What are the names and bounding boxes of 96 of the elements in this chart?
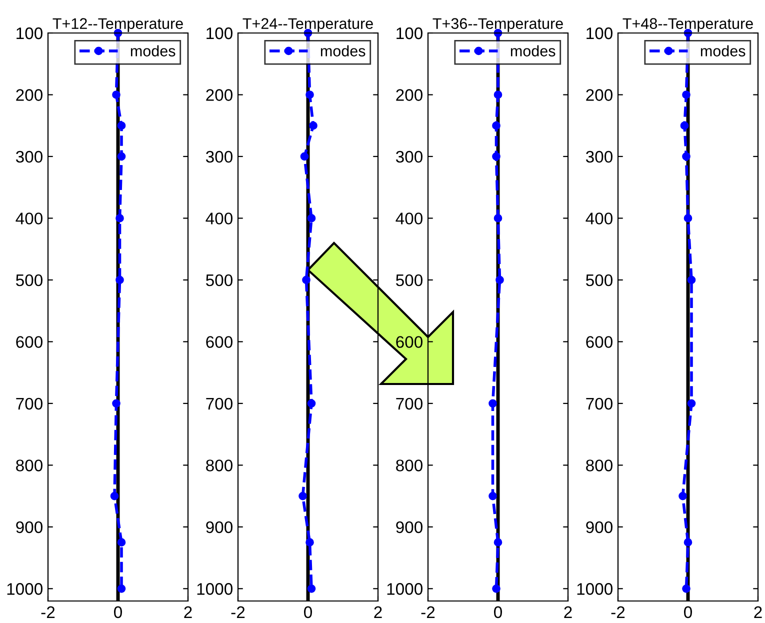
point	[298, 492, 307, 500]
legend-label: modes	[320, 45, 366, 56]
point	[117, 121, 126, 130]
point	[680, 121, 689, 130]
y-tick-label: 1000	[197, 583, 232, 595]
point	[488, 399, 497, 408]
point	[300, 152, 309, 161]
x-tick-label: -2	[41, 606, 55, 618]
y-tick-label: 100	[396, 27, 422, 40]
point	[496, 276, 504, 284]
x-tick-label: -2	[231, 606, 245, 618]
point	[684, 214, 692, 222]
y-tick-label: 1000	[577, 583, 612, 595]
y-tick-label: 700	[586, 398, 612, 410]
y-tick-label: 100	[206, 27, 232, 40]
y-tick-label: 400	[206, 212, 232, 224]
y-tick-label: 900	[16, 521, 42, 534]
y-tick-label: 200	[586, 89, 612, 101]
point	[307, 399, 316, 408]
legend-label: modes	[510, 45, 556, 56]
chart-title: T+12--Temperature	[52, 18, 183, 32]
point	[116, 214, 124, 222]
y-tick-label: 800	[16, 460, 42, 472]
y-tick-label: 100	[586, 27, 612, 40]
y-tick-label: 400	[396, 212, 422, 224]
y-tick-label: 200	[206, 89, 232, 101]
x-tick-label: 2	[374, 606, 382, 618]
y-tick-label: 600	[16, 336, 42, 348]
chart-title: T+36--Temperature	[432, 18, 563, 32]
y-tick-label: 900	[396, 521, 422, 534]
point	[302, 276, 310, 284]
point	[112, 399, 120, 408]
y-tick-label: 500	[396, 274, 422, 286]
y-tick-label: 1000	[7, 583, 42, 595]
x-tick-label: 2	[184, 606, 192, 618]
point	[492, 584, 500, 593]
legend-label: modes	[700, 45, 746, 56]
point	[684, 538, 692, 547]
y-tick-label: 200	[16, 89, 42, 101]
x-tick-label: 2	[754, 606, 762, 618]
point	[117, 152, 126, 161]
x-tick-label: 2	[564, 606, 572, 618]
point	[110, 492, 119, 500]
y-tick-label: 300	[586, 150, 612, 163]
x-tick-label: -2	[421, 606, 435, 618]
point	[306, 90, 314, 99]
point	[494, 90, 502, 99]
y-tick-label: 600	[396, 336, 422, 348]
x-tick-label: 0	[304, 606, 312, 618]
x-tick-label: 0	[114, 606, 122, 618]
point	[488, 492, 497, 500]
y-tick-label: 700	[206, 398, 232, 410]
y-tick-label: 600	[206, 336, 232, 348]
y-tick-label: 300	[16, 150, 42, 163]
point	[492, 121, 500, 130]
y-tick-label: 500	[586, 274, 612, 286]
y-tick-label: 1000	[387, 583, 422, 595]
chart-title: T+24--Temperature	[242, 18, 373, 32]
y-tick-label: 800	[206, 460, 232, 472]
y-tick-label: 600	[586, 336, 612, 348]
point	[682, 152, 690, 161]
y-tick-label: 200	[396, 89, 422, 101]
point	[682, 90, 690, 99]
point	[687, 399, 696, 408]
y-tick-label: 500	[206, 274, 232, 286]
x-tick-label: -2	[611, 606, 625, 618]
chart-title: T+48--Temperature	[622, 18, 753, 32]
point	[494, 538, 502, 547]
x-tick-label: 0	[494, 606, 502, 618]
y-tick-label: 300	[396, 150, 422, 163]
point	[687, 276, 696, 284]
y-tick-label: 400	[586, 212, 612, 224]
point	[309, 121, 318, 130]
point	[112, 90, 120, 99]
y-tick-label: 800	[396, 460, 422, 472]
point	[306, 538, 314, 547]
point	[492, 152, 500, 161]
y-tick-label: 400	[16, 212, 42, 224]
point	[117, 584, 126, 593]
y-tick-label: 100	[16, 27, 42, 40]
point	[494, 214, 502, 222]
y-tick-label: 900	[586, 521, 612, 534]
legend-label: modes	[130, 45, 176, 56]
y-tick-label: 700	[396, 398, 422, 410]
x-tick-label: 0	[684, 606, 692, 618]
y-tick-label: 500	[16, 274, 42, 286]
y-tick-label: 900	[206, 521, 232, 534]
point	[682, 584, 690, 593]
y-tick-label: 700	[16, 398, 42, 410]
y-tick-label: 300	[206, 150, 232, 163]
point	[307, 584, 316, 593]
point	[117, 538, 126, 547]
point	[116, 276, 124, 284]
point	[307, 214, 316, 222]
y-tick-label: 800	[586, 460, 612, 472]
point	[678, 492, 687, 500]
